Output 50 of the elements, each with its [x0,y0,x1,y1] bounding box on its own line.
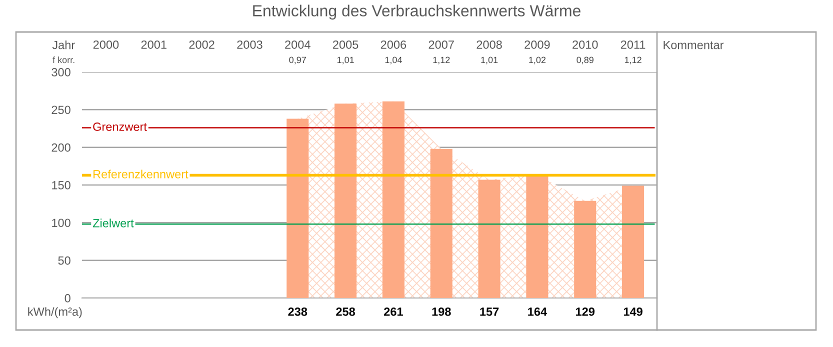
text: f korr. [52,56,74,64]
data-label: 157 [480,308,499,316]
x-tick-label: 2009 [524,40,550,49]
text: Kommentar [664,40,724,50]
x-tick-label: 2002 [189,40,214,49]
x-tick-label: 2003 [237,40,262,49]
y-tick-label: 250 [52,106,70,114]
data-label: 261 [384,308,403,316]
bar [286,118,309,298]
text: 1,02 [529,56,546,64]
bar [334,104,357,298]
text: 0,89 [576,56,594,64]
y-tick-label: 0 [64,294,70,302]
text: 0,97 [289,56,306,64]
data-label: 149 [624,308,642,316]
bar [382,101,404,298]
ref-line-label: Referenzkennwert [94,170,188,178]
data-label: 198 [432,308,451,316]
text: Jahr [52,40,75,50]
ref-line-label: Grenzwert [93,122,147,131]
data-label: 164 [528,308,547,316]
x-tick-label: 2008 [476,40,502,49]
bar [478,180,500,298]
ref-line-label: Zielwert [92,218,134,228]
y-tick-label: 100 [52,218,70,228]
bar [430,148,452,298]
x-tick-label: 2001 [141,40,166,49]
bar [622,186,644,298]
x-tick-label: 2005 [333,40,358,49]
bar [574,200,596,298]
chart-title: Entwicklung des Verbrauchskennwerts Wärme [253,4,580,20]
y-tick-label: 50 [58,256,70,265]
text: 1,12 [624,56,642,64]
x-tick-label: 2007 [428,40,454,49]
y-tick-label: 150 [52,181,70,190]
x-tick-label: 2004 [285,40,310,49]
y-tick-label: 200 [52,143,70,152]
y-tick-label: 300 [52,68,70,76]
x-tick-label: 2010 [572,40,598,49]
data-label: 258 [336,308,356,316]
text: 1,04 [385,56,402,64]
text: kWh/(m²a) [28,307,82,318]
x-tick-label: 2000 [93,40,119,49]
text: 1,01 [481,56,498,64]
text: 1,12 [433,56,450,64]
data-label: 238 [288,308,308,316]
text: 1,01 [337,56,354,64]
x-tick-label: 2006 [380,40,406,49]
data-label: 129 [576,308,595,316]
x-tick-label: 2011 [620,40,646,49]
